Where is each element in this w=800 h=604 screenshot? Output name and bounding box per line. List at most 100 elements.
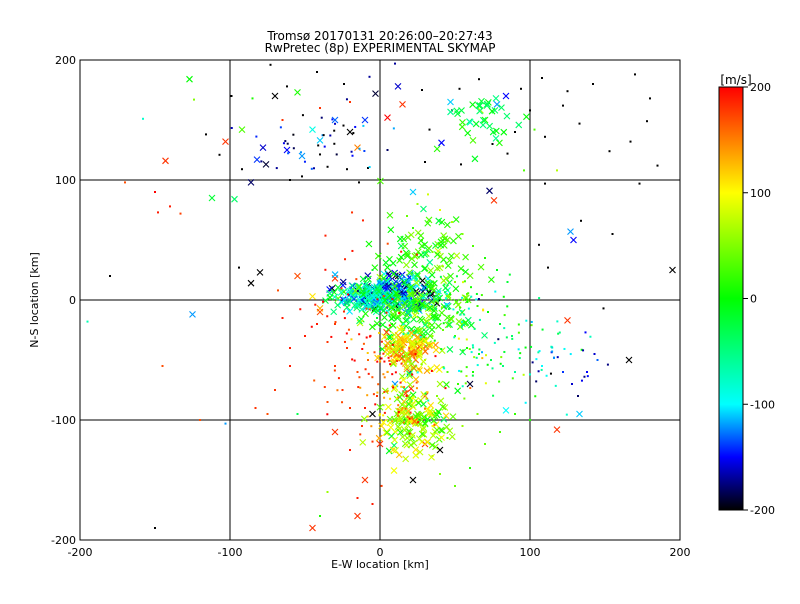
data-point — [411, 367, 413, 369]
data-point — [460, 370, 462, 372]
data-point — [326, 315, 328, 317]
data-point — [557, 333, 559, 335]
data-point — [478, 353, 480, 355]
data-point — [386, 312, 388, 314]
data-point — [384, 337, 386, 339]
data-point — [362, 125, 364, 127]
data-point — [334, 369, 336, 371]
data-point — [443, 283, 445, 285]
data-point — [532, 361, 534, 363]
data-point — [346, 98, 348, 100]
data-point — [429, 293, 431, 295]
x-tick-label: 200 — [670, 546, 691, 559]
data-point — [454, 485, 456, 487]
data-point — [382, 373, 384, 375]
data-point — [570, 353, 572, 355]
data-point — [487, 311, 489, 313]
data-point — [466, 366, 468, 368]
data-point — [434, 340, 436, 342]
data-point — [463, 324, 465, 326]
data-point — [404, 284, 406, 286]
data-point — [454, 281, 456, 283]
data-point — [389, 363, 391, 365]
data-point — [499, 431, 501, 433]
data-point — [327, 491, 329, 493]
data-point — [377, 383, 379, 385]
data-point — [657, 165, 659, 167]
data-point — [603, 307, 605, 309]
data-point — [327, 401, 329, 403]
data-point — [387, 149, 389, 151]
data-point — [338, 377, 340, 379]
data-point — [525, 402, 527, 404]
y-tick-label: 200 — [55, 54, 76, 67]
data-point — [336, 389, 338, 391]
data-point — [461, 326, 463, 328]
data-point — [358, 333, 360, 335]
data-point — [481, 357, 483, 359]
data-point — [398, 354, 400, 356]
data-point — [260, 160, 262, 162]
data-point — [334, 321, 336, 323]
data-point — [403, 422, 405, 424]
data-point — [630, 141, 632, 143]
data-point — [556, 320, 558, 322]
data-point — [377, 355, 379, 357]
data-point — [354, 126, 356, 128]
data-point — [344, 258, 346, 260]
data-point — [468, 308, 470, 310]
data-point — [443, 322, 445, 324]
data-point — [321, 117, 323, 119]
data-point — [472, 375, 474, 377]
data-point — [342, 389, 344, 391]
data-point — [384, 376, 386, 378]
data-point — [376, 298, 378, 300]
data-point — [432, 335, 434, 337]
data-point — [346, 332, 348, 334]
data-point — [371, 376, 373, 378]
data-point — [511, 335, 513, 337]
data-point — [581, 380, 583, 382]
data-point — [365, 368, 367, 370]
data-point — [381, 357, 383, 359]
data-point — [351, 358, 353, 360]
data-point — [529, 109, 531, 111]
data-point — [319, 153, 321, 155]
data-point — [506, 336, 508, 338]
data-point — [411, 416, 413, 418]
data-point — [393, 127, 395, 129]
y-tick-label: 100 — [55, 174, 76, 187]
data-point — [477, 305, 479, 307]
data-point — [397, 396, 399, 398]
data-point — [344, 341, 346, 343]
data-point — [277, 289, 279, 291]
data-point — [383, 404, 385, 406]
colorbar-tick-label: 0 — [750, 293, 757, 306]
x-tick-label: 100 — [520, 546, 541, 559]
data-point — [518, 332, 520, 334]
data-point — [378, 332, 380, 334]
data-point — [367, 352, 369, 354]
data-point — [589, 336, 591, 338]
data-point — [383, 361, 385, 363]
data-point — [381, 341, 383, 343]
data-point — [302, 114, 304, 116]
data-point — [579, 123, 581, 125]
data-point — [255, 407, 257, 409]
x-axis-label: E-W location [km] — [331, 558, 429, 571]
data-point — [538, 244, 540, 246]
data-point — [476, 293, 478, 295]
data-point — [157, 211, 159, 213]
data-point — [109, 275, 111, 277]
data-point — [519, 352, 521, 354]
data-point — [424, 408, 426, 410]
data-point — [473, 356, 475, 358]
data-point — [427, 391, 429, 393]
data-point — [411, 374, 413, 376]
data-point — [460, 163, 462, 165]
data-point — [512, 377, 514, 379]
data-point — [462, 349, 464, 351]
data-point — [609, 150, 611, 152]
colorbar-tick-label: -200 — [750, 504, 775, 517]
data-point — [362, 219, 364, 221]
